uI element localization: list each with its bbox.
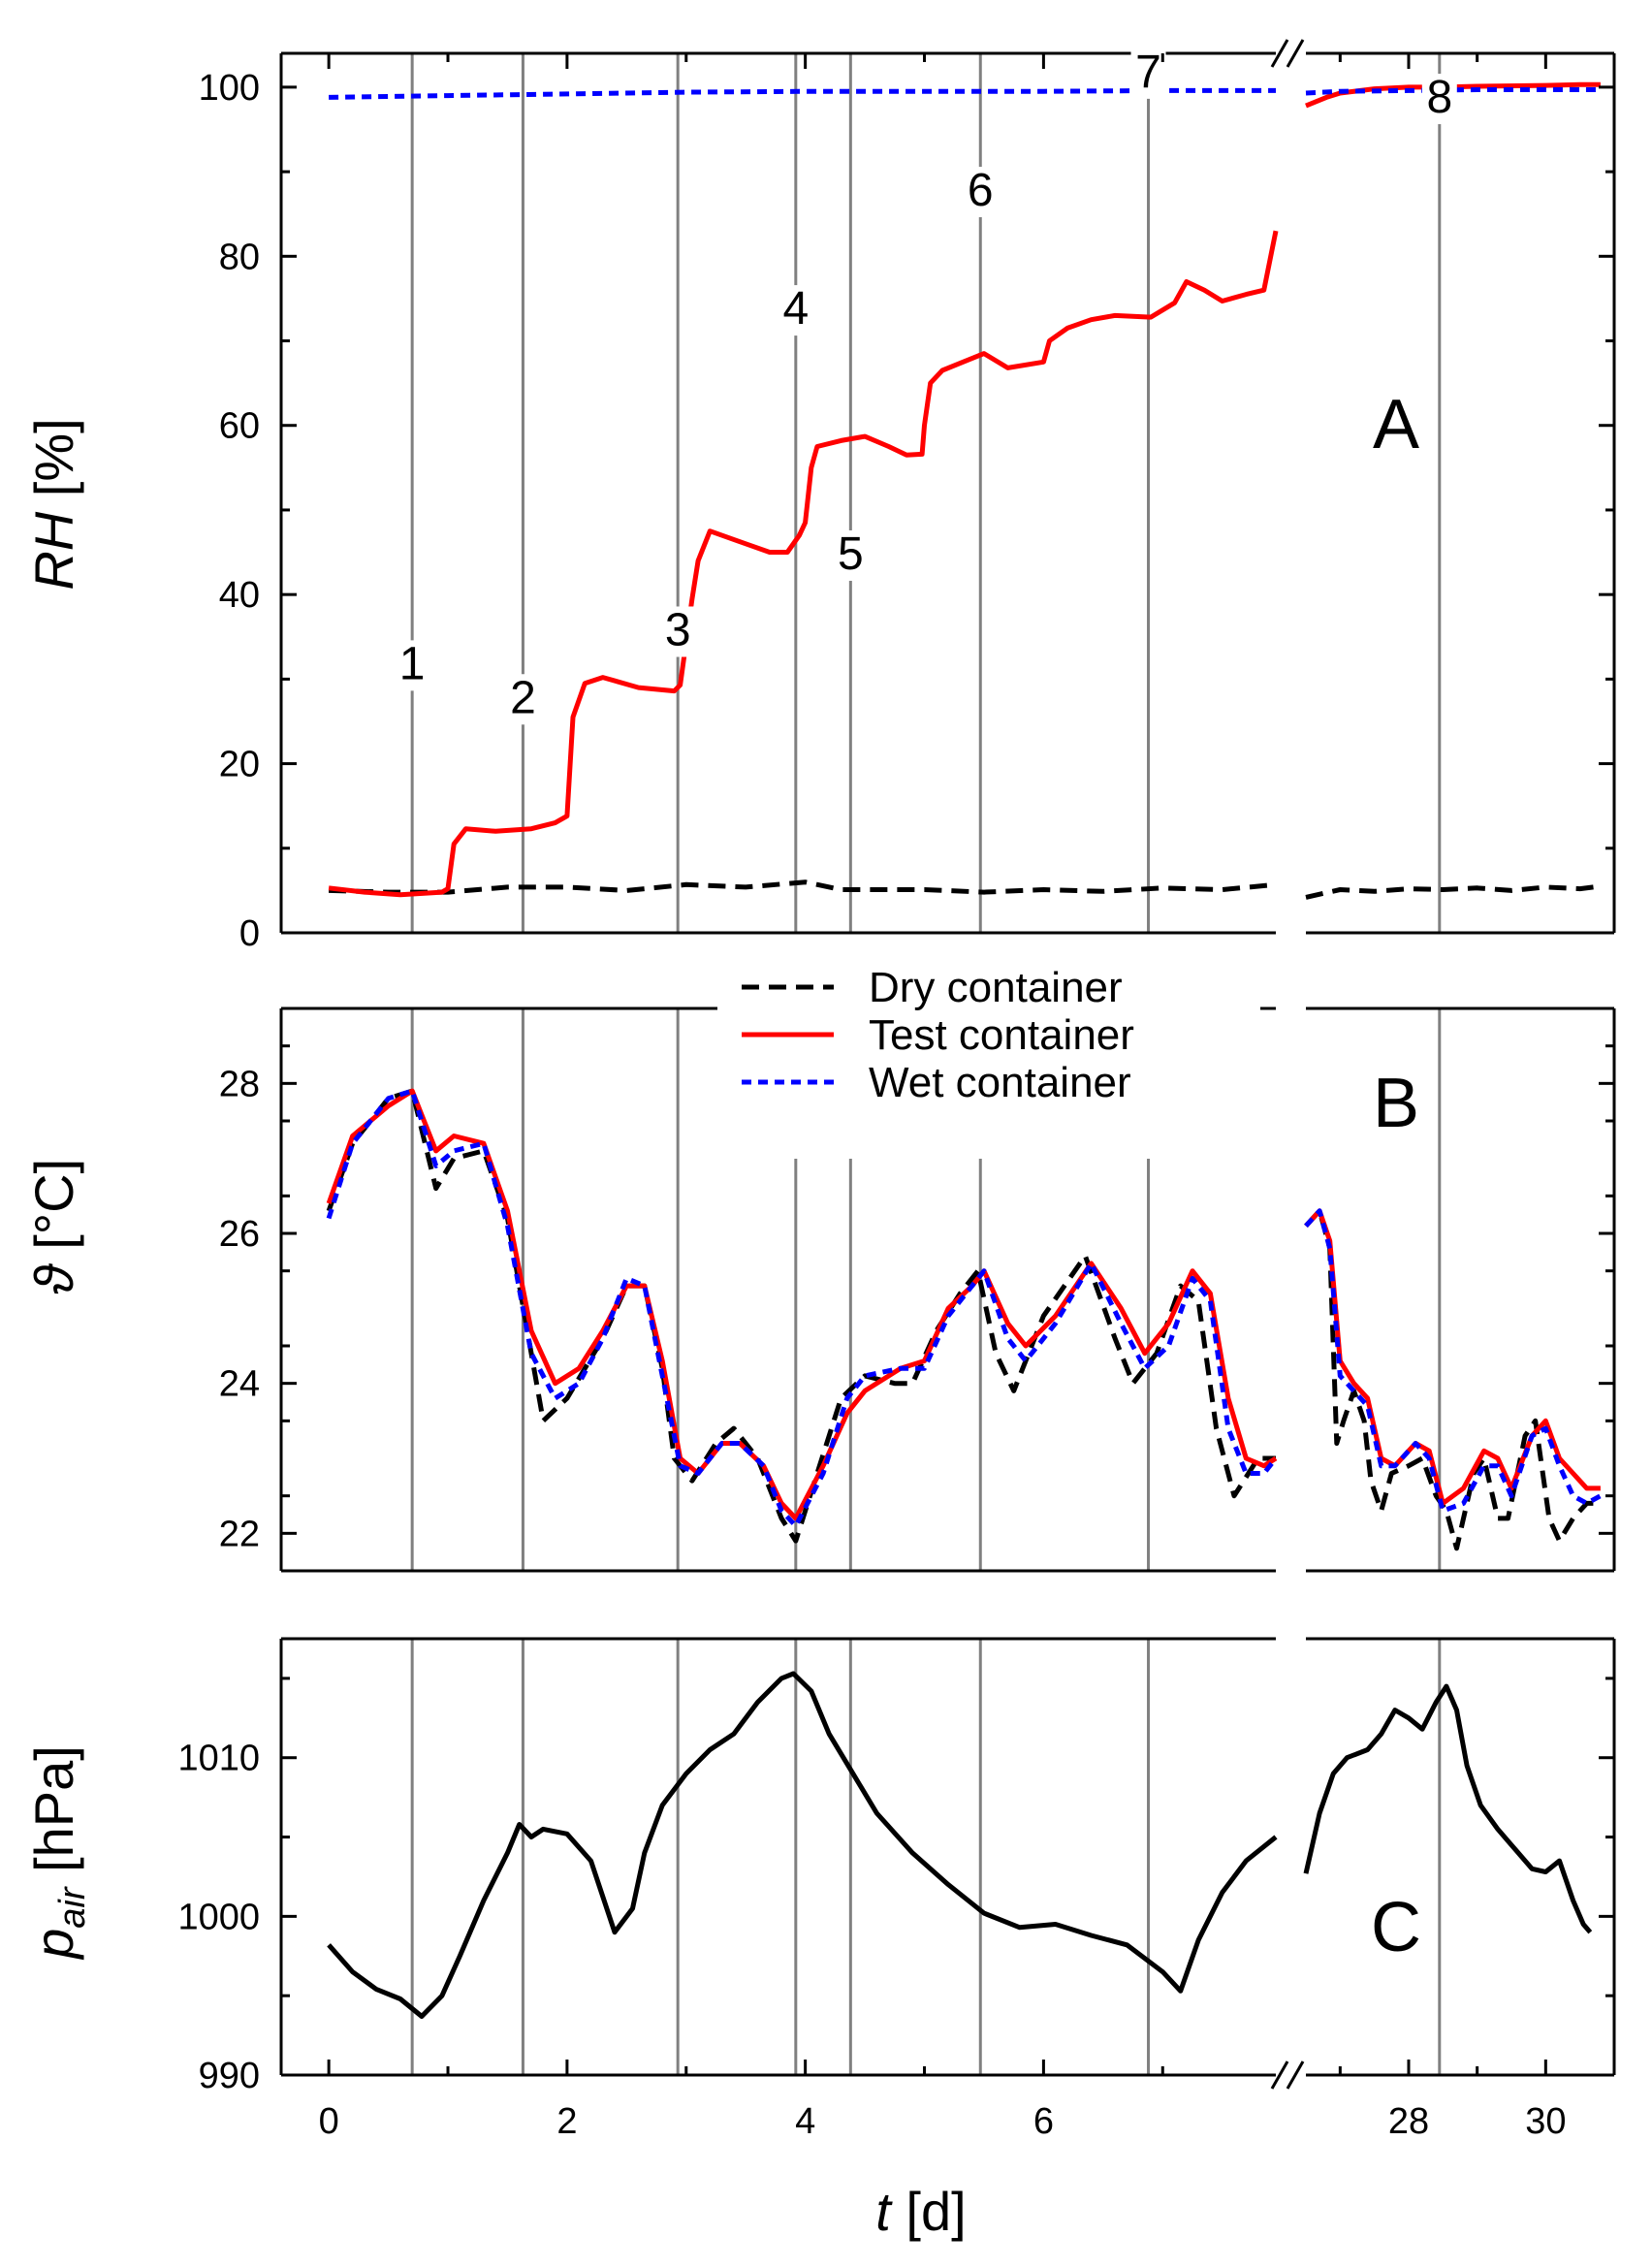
series-a-dry-seg1 <box>329 879 1277 895</box>
ytick-label-a-20: 20 <box>219 745 260 785</box>
ytick-label-a-0: 0 <box>239 913 260 954</box>
event-label-bg-1 <box>395 640 430 691</box>
y-ticks-c: 990 1000 1010 <box>177 1677 1614 2096</box>
event-label-bg-2 <box>505 674 541 725</box>
panel-c: 990 1000 1010 pair [hPa] C <box>23 1637 1616 2096</box>
legend-label-wet: Wet container <box>869 1059 1131 1106</box>
panel-label-c: C <box>1371 1889 1421 1966</box>
xtick-label-4: 4 <box>795 2101 815 2142</box>
event-label-2: 2 <box>510 672 536 723</box>
ytick-label-a-40: 40 <box>219 575 260 616</box>
event-label-1: 1 <box>399 638 426 689</box>
legend-label-test: Test container <box>869 1011 1134 1059</box>
event-label-bg-5 <box>833 529 869 581</box>
y-ticks-a: 0 20 40 60 80 100 <box>199 68 1614 954</box>
series-b-test-seg1 <box>326 1088 1278 1521</box>
panel-b: 22 24 26 28 ϑ [°C] B <box>23 1006 1616 1573</box>
event-label-4: 4 <box>782 283 809 335</box>
xtick-label-6: 6 <box>1033 2101 1054 2142</box>
series-b-wet-seg2 <box>1304 1208 1603 1514</box>
panel-label-a: A <box>1373 386 1419 463</box>
event-lines-c <box>410 1639 1442 2075</box>
y-axis-title-b: ϑ [°C] <box>23 1159 84 1294</box>
y-ticks-b: 22 24 26 28 <box>219 1044 1614 1573</box>
ytick-label-c-990: 990 <box>199 2056 260 2096</box>
series-a-test-seg1 <box>328 230 1279 898</box>
xtick-label-0: 0 <box>319 2101 339 2142</box>
frame-a <box>279 51 1616 935</box>
y-axis-title-a: RH [%] <box>23 418 84 590</box>
series-c-dry-seg1 <box>327 1671 1278 2019</box>
event-label-bg-3 <box>660 606 696 657</box>
event-label-5: 5 <box>838 528 864 580</box>
panel-a: 0 20 40 60 80 100 RH [%] A <box>23 51 1616 954</box>
ytick-label-b-22: 22 <box>219 1514 260 1554</box>
break-mark-top-0 <box>1270 39 1289 68</box>
break-mark-bottom-1 <box>1286 2060 1305 2090</box>
event-label-8: 8 <box>1426 72 1452 123</box>
legend-label-dry: Dry container <box>869 964 1123 1011</box>
series-c <box>327 1671 1593 2019</box>
panel-label-b: B <box>1373 1065 1419 1142</box>
series-b <box>326 1088 1603 1551</box>
x-axis-title: t [d] <box>875 2181 966 2242</box>
ytick-label-c-1000: 1000 <box>177 1897 260 1937</box>
event-labels: 1 2 3 4 5 6 7 8 <box>395 47 1457 725</box>
xtick-label-2: 2 <box>556 2101 577 2142</box>
series-a-dry-seg2 <box>1305 883 1602 900</box>
ytick-label-a-80: 80 <box>219 237 260 277</box>
series-c-dry-seg2 <box>1303 1683 1593 1934</box>
series-b-wet-seg1 <box>326 1088 1278 1529</box>
event-label-3: 3 <box>665 604 691 655</box>
event-label-6: 6 <box>968 165 994 216</box>
y-axis-title-c: pair [hPa] <box>23 1745 93 1961</box>
event-label-bg-7 <box>1130 48 1166 99</box>
ytick-label-a-60: 60 <box>219 406 260 447</box>
event-label-7: 7 <box>1135 47 1161 98</box>
ytick-label-b-28: 28 <box>219 1064 260 1104</box>
ytick-label-a-100: 100 <box>199 68 260 109</box>
ytick-label-b-24: 24 <box>219 1364 260 1405</box>
ytick-label-b-26: 26 <box>219 1214 260 1255</box>
event-label-bg-8 <box>1421 74 1457 125</box>
event-label-bg-6 <box>963 166 999 217</box>
frame-c <box>279 1637 1616 2077</box>
ytick-label-c-1010: 1010 <box>177 1739 260 1779</box>
break-mark-top-1 <box>1286 39 1305 68</box>
xtick-label-28: 28 <box>1388 2101 1429 2142</box>
xtick-label-30: 30 <box>1525 2101 1566 2142</box>
break-mark-bottom-0 <box>1270 2060 1289 2090</box>
series-a-wet-seg1 <box>329 87 1276 100</box>
x-ticks: 0 2 4 6 28 30 <box>319 53 1566 2142</box>
axis-breaks <box>1270 39 1305 2090</box>
event-label-bg-4 <box>778 285 813 336</box>
